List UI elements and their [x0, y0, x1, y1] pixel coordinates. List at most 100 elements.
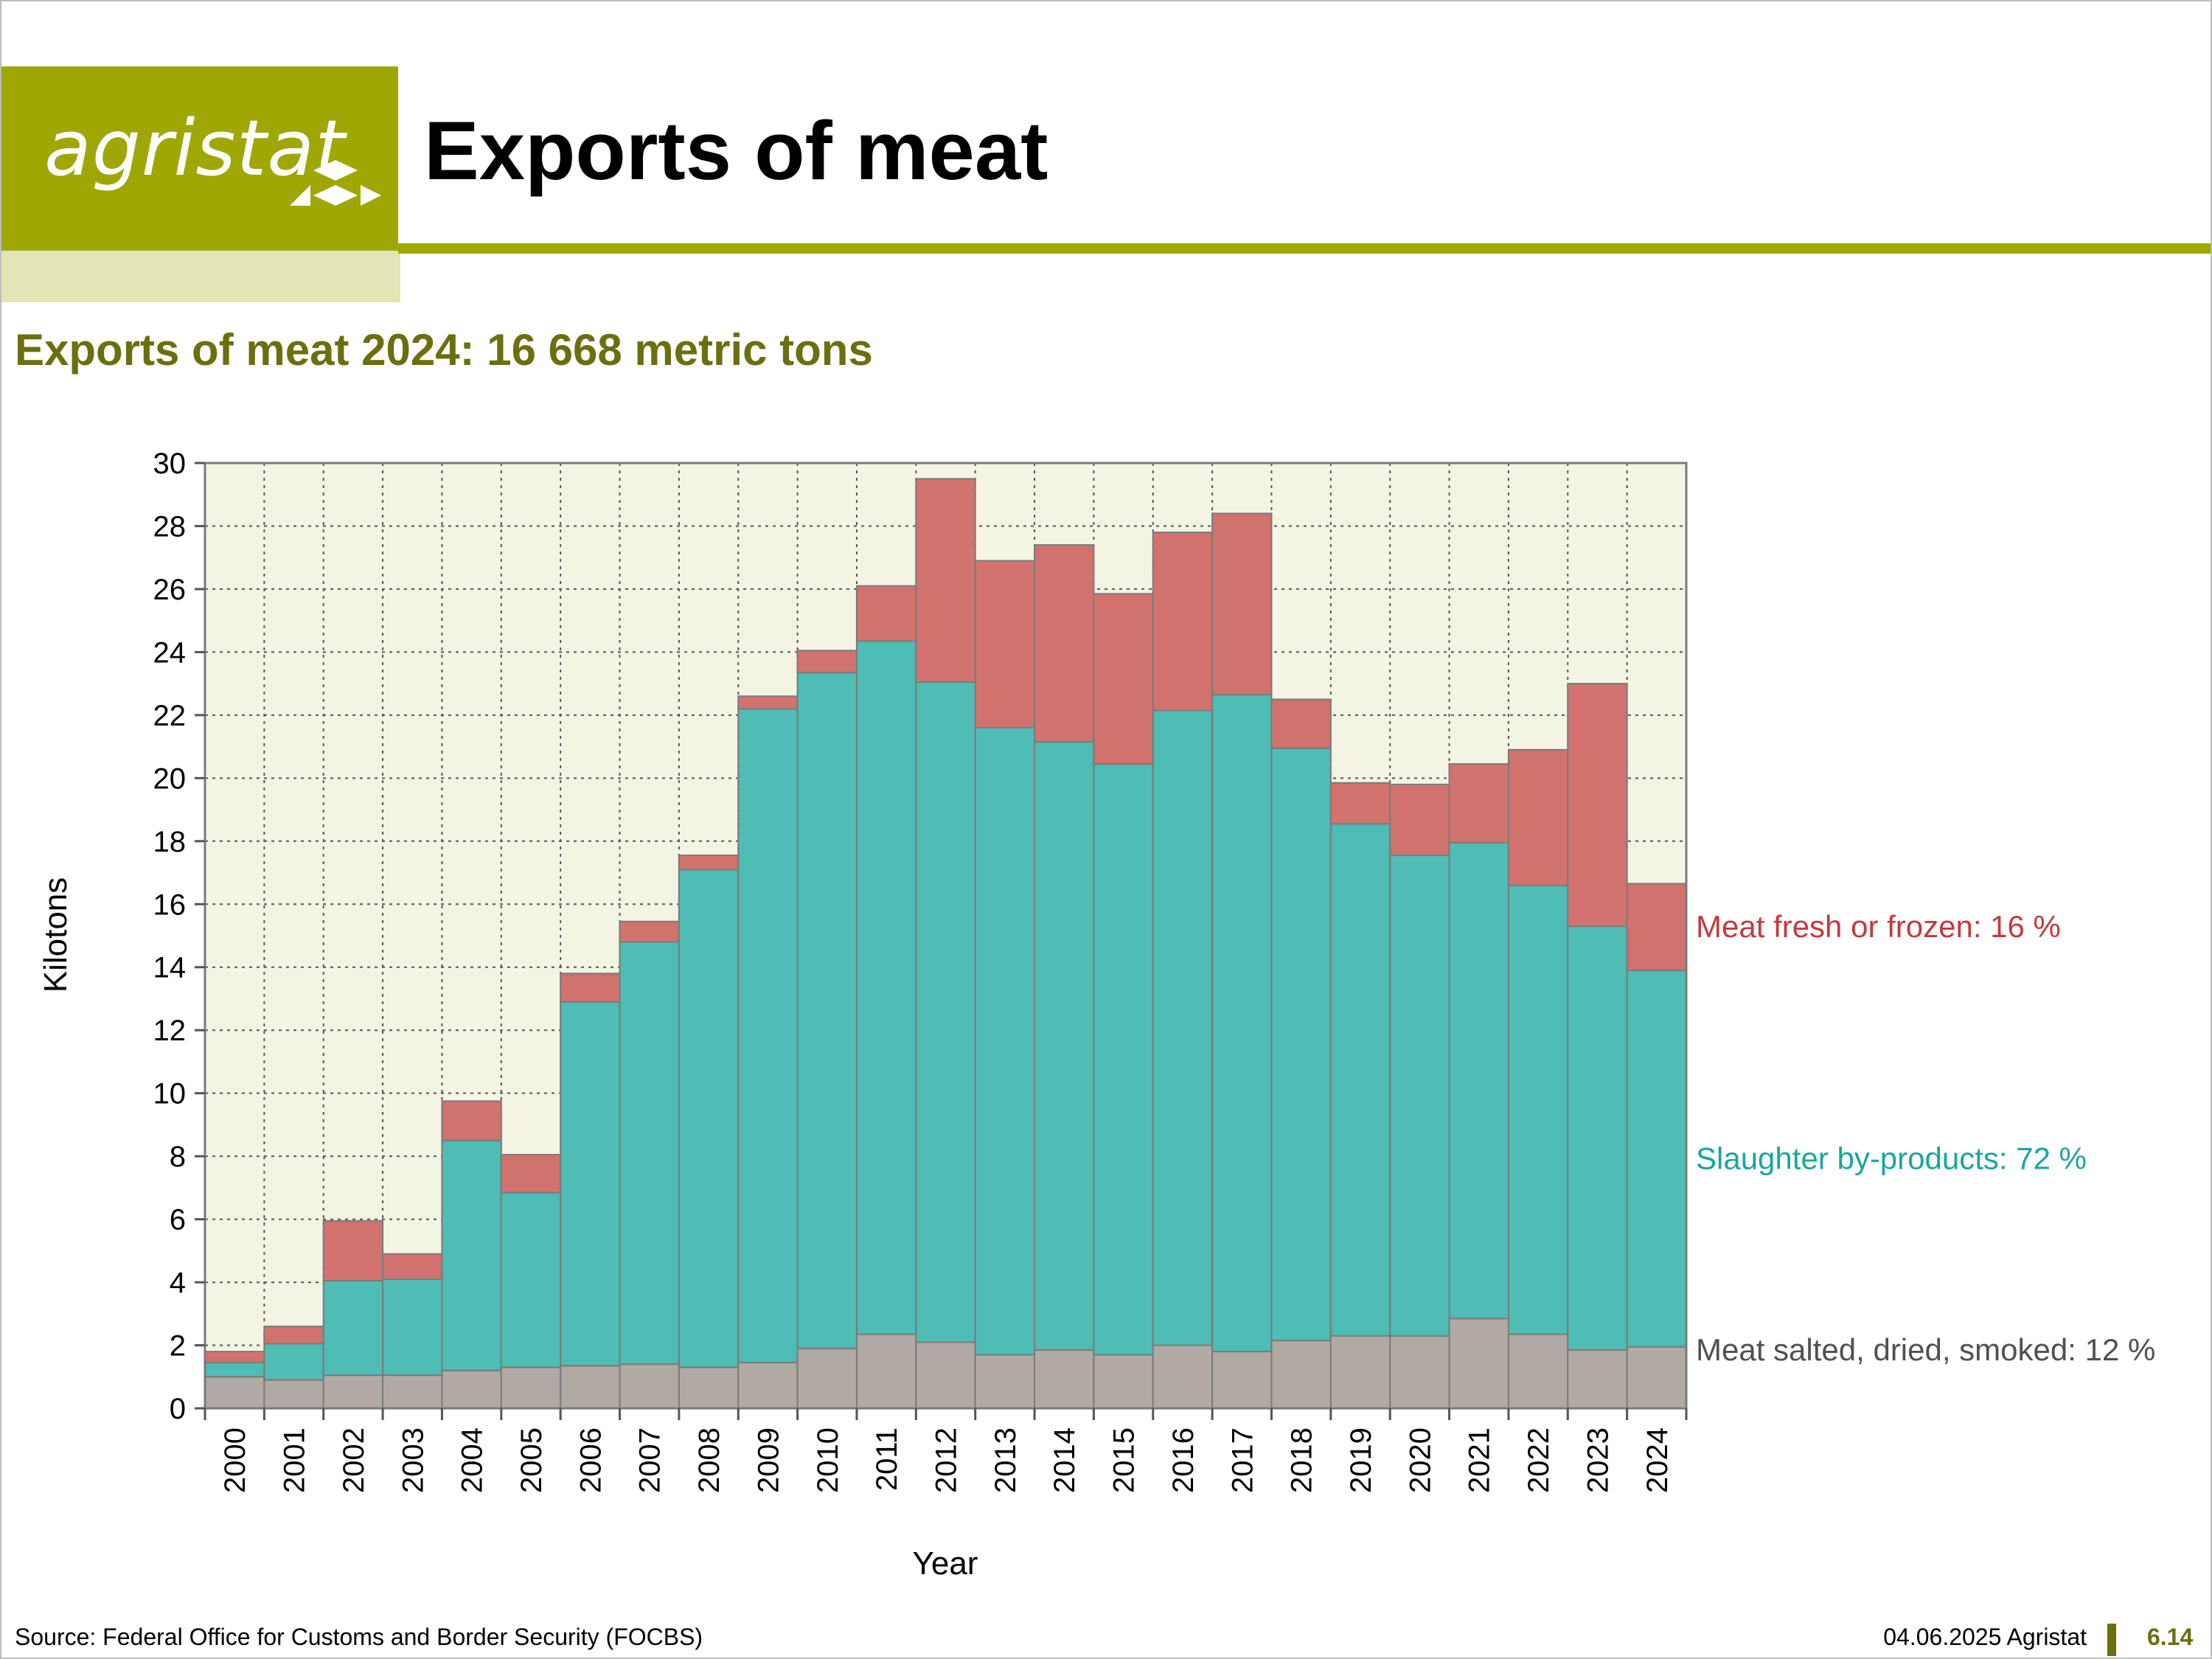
x-axis-title: Year	[913, 1545, 978, 1582]
series-label: Slaughter by-products: 72 %	[1696, 1141, 2087, 1175]
x-tick-label: 2012	[931, 1427, 963, 1493]
bar-segment	[382, 1374, 443, 1410]
bar-segment	[737, 708, 799, 1364]
bar-segment	[1211, 1351, 1273, 1409]
bar-segment	[322, 1220, 384, 1281]
y-tick-label: 8	[170, 1141, 186, 1173]
bar-segment	[322, 1279, 384, 1377]
x-tick-label: 2022	[1523, 1427, 1555, 1493]
bar-segment	[1448, 763, 1509, 844]
x-tick-label: 2018	[1286, 1427, 1318, 1493]
x-tick-label: 2000	[219, 1427, 251, 1493]
y-tick-label: 2	[170, 1330, 186, 1363]
y-tick-label: 22	[153, 700, 187, 732]
x-tick-label: 2021	[1464, 1427, 1496, 1493]
bar-segment	[1152, 1344, 1214, 1409]
bar-segment	[204, 1376, 265, 1410]
x-tick-label: 2009	[752, 1427, 785, 1493]
bar-segment	[1329, 782, 1391, 825]
bar-segment	[1389, 783, 1450, 857]
bar-segment	[855, 585, 917, 642]
bar-segment	[441, 1369, 502, 1409]
bar-segment	[678, 869, 740, 1368]
bar-segment	[1626, 1346, 1687, 1410]
bar-segment	[1507, 1333, 1569, 1409]
bar-segment	[500, 1153, 562, 1194]
bar-segment	[1329, 1335, 1391, 1410]
y-tick-label: 24	[153, 636, 187, 669]
x-tick-label: 2024	[1641, 1427, 1674, 1493]
bar-segment	[263, 1379, 324, 1410]
y-tick-label: 28	[153, 510, 187, 543]
bar-segment	[915, 478, 976, 683]
bar-segment	[619, 920, 680, 943]
bar-segment	[1152, 709, 1214, 1346]
plot-border	[204, 462, 1688, 1410]
bar-segment	[1626, 970, 1687, 1348]
bar-segment	[855, 640, 917, 1335]
bar-segment	[1389, 855, 1450, 1337]
bar-segment	[915, 681, 976, 1343]
bar-segment	[560, 1001, 621, 1367]
y-tick-label: 20	[153, 762, 187, 795]
bar-segment	[441, 1100, 502, 1141]
bar-segment	[1567, 683, 1628, 928]
bar-segment	[1448, 1318, 1509, 1409]
footer-source: Source: Federal Office for Customs and B…	[15, 1624, 703, 1650]
footer-date: 04.06.2025 Agristat	[1883, 1624, 2087, 1650]
bar-segment	[1507, 884, 1569, 1335]
bar-segment	[560, 1365, 621, 1410]
logo-shadow-band	[1, 251, 400, 302]
bar-segment	[1152, 532, 1214, 712]
y-tick-label: 4	[170, 1267, 186, 1299]
x-tick-label: 2001	[279, 1427, 311, 1493]
y-tick-label: 26	[153, 574, 187, 606]
x-tick-label: 2011	[871, 1427, 903, 1491]
bar-segment	[1034, 544, 1095, 743]
page-title: Exports of meat	[424, 105, 1048, 197]
bar-segment	[1034, 1349, 1095, 1410]
y-tick-label: 18	[153, 826, 187, 858]
bar-segment	[737, 695, 799, 710]
x-tick-label: 2014	[1048, 1427, 1081, 1493]
bar-segment	[1211, 694, 1273, 1353]
bar-segment	[382, 1278, 443, 1377]
bar-segment	[204, 1351, 265, 1364]
y-tick-label: 0	[170, 1393, 186, 1425]
bar-segment	[915, 1341, 976, 1410]
x-tick-label: 2020	[1404, 1427, 1436, 1493]
bar-segment	[263, 1325, 324, 1345]
bar-segment	[560, 973, 621, 1003]
bar-segment	[1389, 1335, 1450, 1410]
x-tick-label: 2023	[1582, 1427, 1614, 1493]
bar-segment	[1093, 593, 1154, 765]
series-label: Meat salted, dried, smoked: 12 %	[1696, 1332, 2155, 1367]
bar-segment	[1507, 748, 1569, 886]
y-tick-label: 30	[153, 448, 187, 480]
bar-segment	[500, 1366, 562, 1409]
bar-segment	[974, 1354, 1036, 1410]
x-tick-label: 2019	[1345, 1427, 1377, 1493]
bar-segment	[1626, 883, 1687, 972]
x-tick-label: 2006	[574, 1427, 607, 1493]
logo	[1, 66, 398, 251]
x-tick-label: 2017	[1226, 1427, 1259, 1493]
bar-segment	[1093, 763, 1154, 1356]
logo-text: agristat	[44, 103, 346, 193]
bar-segment	[619, 1363, 680, 1410]
bar-segment	[1270, 747, 1332, 1342]
bar-segment	[1329, 823, 1391, 1337]
bar-segment	[796, 672, 858, 1349]
bar-segment	[1093, 1354, 1154, 1410]
x-tick-label: 2015	[1108, 1427, 1141, 1493]
y-axis-title: Kilotons	[38, 877, 74, 993]
bar-segment	[322, 1374, 384, 1410]
bar-segment	[855, 1333, 917, 1409]
bar-segment	[974, 726, 1036, 1356]
y-tick-label: 6	[170, 1204, 186, 1237]
bar-segment	[796, 1347, 858, 1409]
logo-mark-icon	[290, 160, 381, 206]
x-tick-label: 2005	[515, 1427, 548, 1493]
